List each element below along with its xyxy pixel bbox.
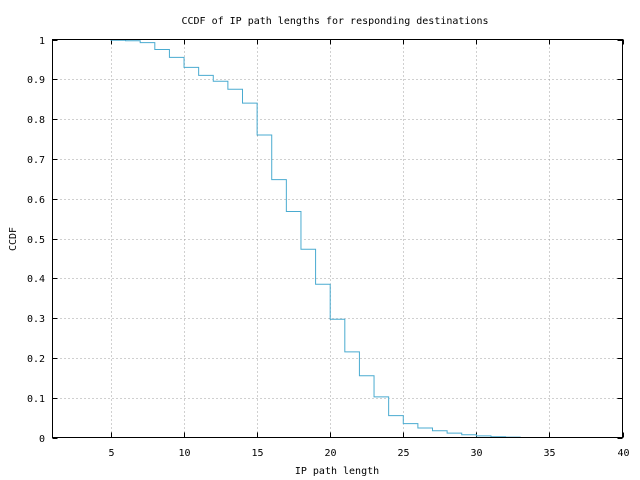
y-tick-label: 0.1 xyxy=(27,394,45,405)
y-tick-label: 0.7 xyxy=(27,155,45,166)
y-tick-label: 0.9 xyxy=(27,75,45,86)
y-tick-label: 0.8 xyxy=(27,115,45,126)
ccdf-series-line xyxy=(96,39,521,438)
x-tick-label: 5 xyxy=(108,448,114,459)
x-tick-label: 25 xyxy=(397,448,409,459)
grid-lines xyxy=(52,39,623,438)
y-axis-tick-labels: 0 0.1 0.2 0.3 0.4 0.5 0.6 0.7 0.8 0.9 1 xyxy=(27,36,45,445)
chart-title: CCDF of IP path lengths for responding d… xyxy=(181,16,488,27)
x-tick-label: 30 xyxy=(470,448,482,459)
x-axis-label: IP path length xyxy=(295,466,379,477)
x-tick-label: 15 xyxy=(251,448,263,459)
x-tick-label: 20 xyxy=(324,448,336,459)
y-tick-label: 0.3 xyxy=(27,314,45,325)
x-tick-label: 35 xyxy=(543,448,555,459)
y-tick-label: 0.6 xyxy=(27,195,45,206)
y-tick-label: 1 xyxy=(39,36,45,47)
y-tick-label: 0.4 xyxy=(27,274,45,285)
y-tick-label: 0.2 xyxy=(27,354,45,365)
y-tick-label: 0.5 xyxy=(27,235,45,246)
plot-frame xyxy=(52,39,623,438)
x-axis-tick-labels: 5 10 15 20 25 30 35 40 xyxy=(108,448,629,459)
y-tick-label: 0 xyxy=(39,434,45,445)
x-tick-label: 40 xyxy=(617,448,629,459)
axis-ticks xyxy=(52,39,624,439)
x-tick-label: 10 xyxy=(178,448,190,459)
y-axis-label: CCDF xyxy=(8,227,19,251)
